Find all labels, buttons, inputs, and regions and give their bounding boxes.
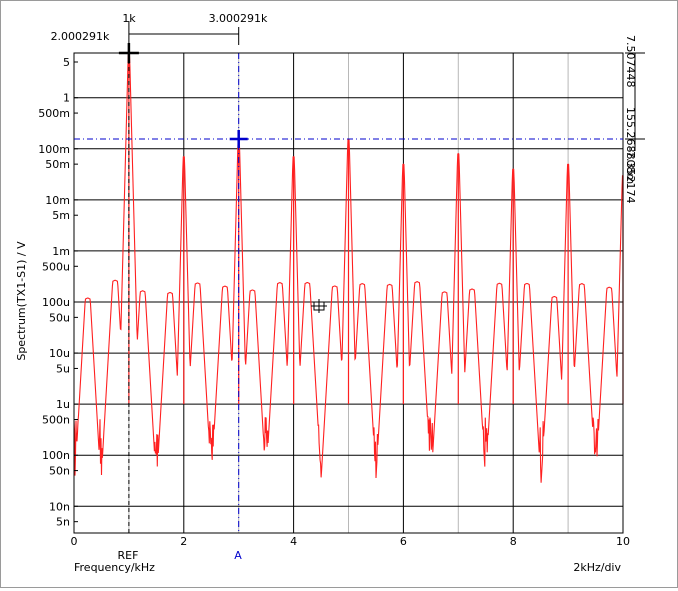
y-tick-label: 100u <box>42 296 70 309</box>
y-readout-a: 155.268808m <box>624 107 637 184</box>
y-tick-label: 5 <box>63 56 70 69</box>
y-tick-label: 500n <box>42 414 70 427</box>
y-readout-ref: 7.507448 <box>624 35 637 88</box>
y-tick-label: 50m <box>45 158 70 171</box>
a-cursor-x-value: 3.000291k <box>209 12 268 25</box>
y-tick-label: 500u <box>42 260 70 273</box>
marker-cross <box>311 299 327 313</box>
y-tick-label: 1 <box>63 92 70 105</box>
y-tick-label: 5m <box>52 209 70 222</box>
ref-cursor-label: REF <box>118 549 139 562</box>
y-tick-label: 5u <box>56 362 70 375</box>
y-axis-label: Spectrum(TX1-S1) / V <box>15 241 28 361</box>
delta-x-bracket <box>128 21 240 45</box>
y-tick-label: 100m <box>38 143 70 156</box>
delta-y-bracket <box>625 52 645 152</box>
x-tick-label: 4 <box>290 535 297 548</box>
cursors[interactable] <box>74 21 645 533</box>
y-tick-labels: 5n 10n 50n 100n 500n 1u 5u 10u 50u 100u 500u 1m 5m 10… <box>38 56 78 529</box>
a-cursor-label: A <box>234 549 242 562</box>
x-tick-labels: 0 2 4 6 8 10 <box>71 535 631 548</box>
y-tick-label: 1u <box>56 398 70 411</box>
x-axis-label: Frequency/kHz <box>74 561 155 574</box>
y-tick-label: 10m <box>45 194 70 207</box>
y-tick-label: 50n <box>49 465 70 478</box>
ref-cursor-marker[interactable] <box>118 43 139 63</box>
x-div-label: 2kHz/div <box>573 561 621 574</box>
x-tick-label: 2 <box>180 535 187 548</box>
x-tick-label: 6 <box>400 535 407 548</box>
y-tick-label: 1m <box>52 245 70 258</box>
x-tick-label: 10 <box>616 535 630 548</box>
y-tick-label: 500m <box>38 107 70 120</box>
ref-cursor-x-readout: 2.000291k <box>51 30 110 43</box>
y-tick-label: 100n <box>42 449 70 462</box>
y-readout-delta: -7.352174 <box>624 147 637 203</box>
ref-cursor-x-value: 1k <box>122 12 136 25</box>
y-tick-label: 10u <box>49 347 70 360</box>
y-tick-label: 50u <box>49 311 70 324</box>
x-tick-label: 0 <box>71 535 78 548</box>
y-tick-label: 10n <box>49 500 70 513</box>
x-tick-label: 8 <box>510 535 517 548</box>
y-tick-label: 5n <box>56 516 70 529</box>
a-cursor-marker[interactable] <box>229 130 248 149</box>
